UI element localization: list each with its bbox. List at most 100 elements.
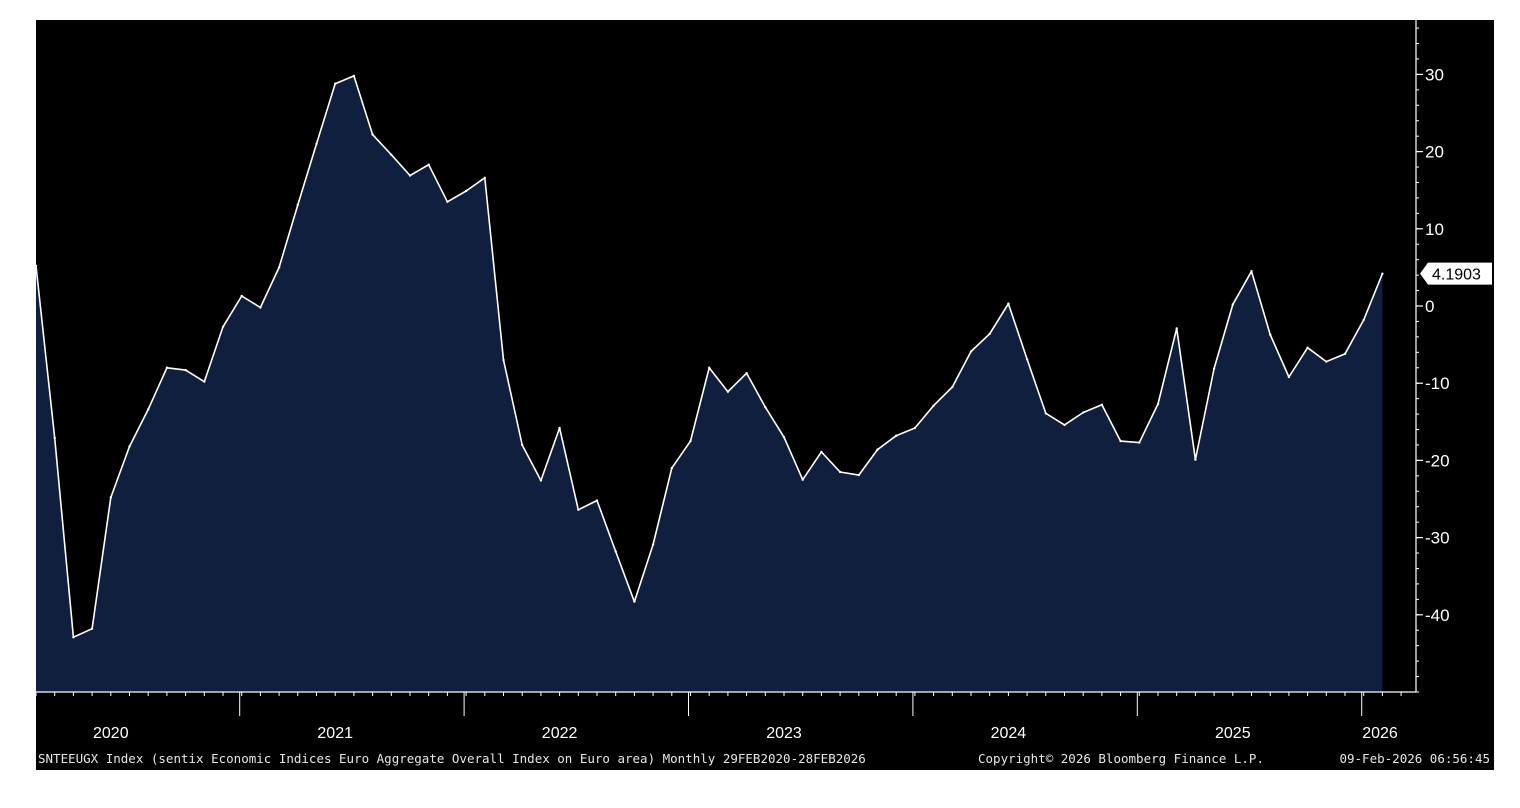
data-point-2025-09 [1287, 375, 1291, 379]
y-tick-label: -20 [1425, 451, 1450, 470]
data-point-2025-06 [1231, 303, 1235, 306]
last-value-label: 4.1903 [1432, 267, 1481, 284]
data-point-2026-01 [1362, 318, 1365, 322]
data-point-2022-06 [558, 426, 561, 430]
data-point-2025-12 [1343, 352, 1347, 356]
y-tick-label: 10 [1425, 220, 1444, 239]
data-point-2025-05 [1212, 367, 1216, 370]
data-point-2023-01 [689, 439, 692, 443]
data-point-2022-03 [502, 358, 505, 362]
data-point-2023-04 [745, 371, 748, 375]
data-point-2021-11 [427, 163, 430, 166]
data-point-2022-04 [521, 443, 524, 447]
data-point-2023-11 [876, 448, 879, 451]
data-point-2024-01 [913, 426, 917, 430]
data-point-2023-10 [857, 473, 860, 477]
data-point-2023-03 [726, 390, 730, 393]
data-point-2020-07 [128, 445, 131, 448]
data-point-2024-09 [1063, 423, 1066, 427]
series-area-fill [36, 75, 1383, 692]
data-point-2020-04 [72, 635, 75, 639]
data-point-2024-05 [988, 332, 991, 335]
y-tick-label: -30 [1425, 529, 1450, 548]
data-point-2024-03 [951, 385, 954, 389]
x-tick-label-2023: 2023 [766, 725, 802, 742]
security-description: SNTEEUGX Index (sentix Economic Indices … [38, 751, 866, 766]
data-point-2022-05 [539, 479, 543, 482]
data-point-2023-12 [895, 434, 898, 437]
data-point-2024-07 [1025, 358, 1029, 361]
data-point-2025-08 [1269, 333, 1272, 336]
data-point-2022-08 [595, 499, 599, 502]
data-point-2024-11 [1100, 403, 1104, 407]
data-point-2021-04 [296, 203, 299, 207]
x-tick-label-2025: 2025 [1215, 725, 1251, 742]
data-point-2025-03 [1175, 327, 1178, 330]
data-point-2021-06 [334, 82, 337, 85]
data-point-2025-10 [1306, 346, 1309, 349]
data-point-2020-05 [90, 627, 94, 630]
copyright-notice: Copyright© 2026 Bloomberg Finance L.P. [978, 751, 1264, 766]
data-point-2023-08 [820, 450, 823, 454]
x-axis: 2020 2021 2022 2023 2024 2025 2026 [35, 691, 1416, 742]
x-tick-label-2026: 2026 [1362, 725, 1398, 742]
timestamp: 09-Feb-2026 06:56:45 [1339, 751, 1490, 766]
data-point-2024-04 [969, 350, 973, 353]
data-point-2020-03 [53, 436, 56, 440]
y-tick-label: -10 [1425, 374, 1450, 393]
data-point-2025-04 [1194, 458, 1197, 461]
data-point-2021-03 [277, 266, 281, 269]
data-point-2022-10 [633, 600, 636, 603]
data-point-2021-09 [390, 153, 393, 156]
data-point-2023-09 [838, 470, 842, 474]
data-point-2024-10 [1082, 411, 1085, 414]
data-point-2021-05 [315, 142, 318, 146]
data-point-2020-08 [147, 408, 150, 411]
y-tick-label: -40 [1425, 606, 1450, 625]
data-point-2022-07 [577, 508, 580, 512]
chart-footer: SNTEEUGX Index (sentix Economic Indices … [36, 748, 1494, 770]
x-tick-label-2021: 2021 [317, 725, 353, 742]
data-point-2022-12 [670, 466, 673, 470]
data-point-2022-02 [483, 176, 486, 180]
data-point-2020-11 [203, 380, 206, 383]
data-point-2021-02 [259, 306, 262, 309]
data-point-2021-07 [352, 74, 356, 78]
data-point-2024-12 [1119, 439, 1122, 443]
last-value-marker: 4.1903 [1420, 262, 1492, 285]
x-tick-label-2024: 2024 [991, 725, 1027, 742]
data-point-2020-06 [109, 496, 113, 499]
x-tick-label-2020: 2020 [93, 725, 129, 742]
data-point-2023-07 [801, 478, 804, 481]
data-point-2023-05 [764, 405, 767, 409]
data-point-2022-01 [464, 189, 468, 193]
data-point-2021-12 [446, 200, 449, 203]
data-point-2025-02 [1156, 402, 1160, 406]
last-value-box [1420, 262, 1492, 285]
data-point-2023-06 [782, 436, 786, 439]
data-point-2021-08 [371, 133, 374, 136]
data-point-2025-07 [1250, 270, 1253, 273]
data-point-2022-11 [651, 543, 655, 546]
data-point-2024-08 [1044, 412, 1048, 415]
data-point-2024-02 [932, 404, 935, 407]
data-point-2022-09 [614, 550, 617, 553]
data-point-2025-01 [1138, 441, 1141, 444]
data-point-2020-10 [184, 368, 187, 372]
data-point-2025-11 [1325, 360, 1328, 363]
data-point-2026-02 [1381, 272, 1384, 275]
data-point-2020-12 [221, 325, 225, 329]
data-point-2021-01 [240, 294, 243, 298]
y-axis: 30 20 10 0 -10 -20 -30 -40 [1415, 20, 1450, 693]
data-point-2020-09 [165, 366, 169, 369]
y-tick-label: 0 [1425, 297, 1434, 316]
data-point-2023-02 [708, 366, 711, 369]
y-tick-label: 30 [1425, 65, 1444, 84]
x-tick-label-2022: 2022 [542, 725, 578, 742]
data-point-2024-06 [1007, 302, 1010, 305]
data-point-2020-02 [34, 264, 38, 268]
data-point-2021-10 [408, 174, 412, 177]
y-tick-label: 20 [1425, 143, 1444, 162]
